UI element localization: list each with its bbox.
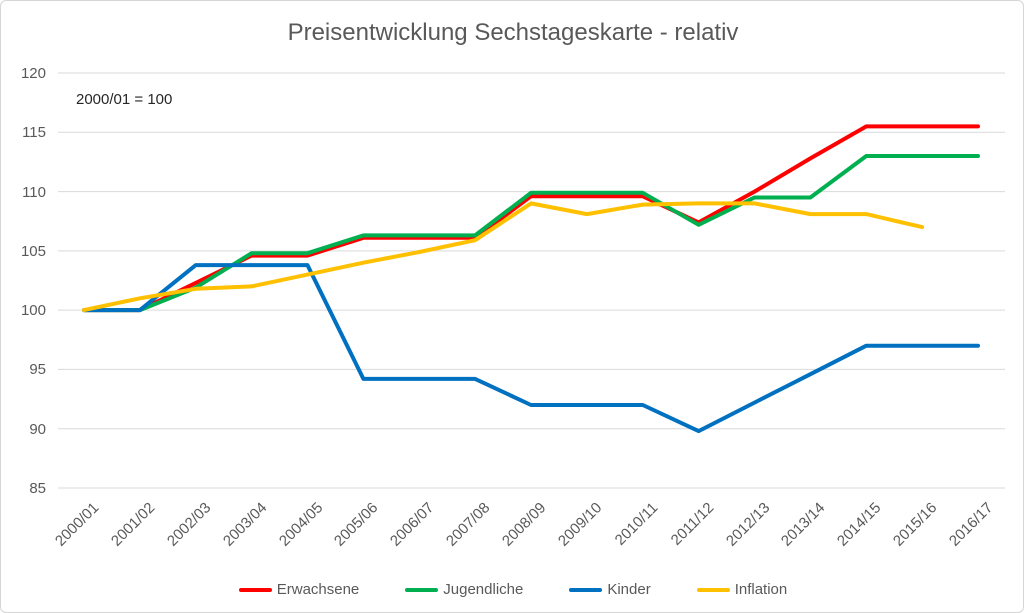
legend-swatch-jugendliche [405, 587, 439, 592]
legend-label: Jugendliche [443, 581, 524, 598]
legend-label: Kinder [607, 581, 651, 598]
y-tick-label: 85 [29, 480, 46, 497]
y-tick-label: 100 [20, 302, 46, 320]
chart-title: Preisentwicklung Sechstageskarte - relat… [287, 19, 739, 46]
series-line-erwachsene [82, 124, 980, 313]
y-tick-label: 110 [22, 183, 46, 201]
legend: Erwachsene Jugendliche Kinder Inflation [1, 581, 1023, 598]
legend-item-inflation: Inflation [696, 581, 788, 598]
legend-swatch-erwachsene [238, 587, 272, 592]
y-tick-label: 95 [29, 361, 46, 379]
legend-swatch-inflation [696, 587, 730, 592]
legend-label: Erwachsene [276, 581, 360, 598]
y-tick-label: 90 [29, 420, 46, 438]
legend-swatch-kinder [569, 587, 603, 592]
series-line-inflation [82, 201, 925, 313]
legend-item-erwachsene: Erwachsene [238, 581, 360, 598]
y-tick-label: 120 [20, 65, 46, 82]
series-line-kinder [82, 263, 980, 434]
base-year-annotation: 2000/01 = 100 [76, 91, 173, 108]
legend-label: Inflation [734, 581, 788, 598]
y-tick-label: 105 [20, 242, 46, 260]
legend-item-jugendliche: Jugendliche [405, 581, 523, 598]
legend-item-kinder: Kinder [569, 581, 651, 598]
y-tick-label: 115 [22, 124, 46, 142]
